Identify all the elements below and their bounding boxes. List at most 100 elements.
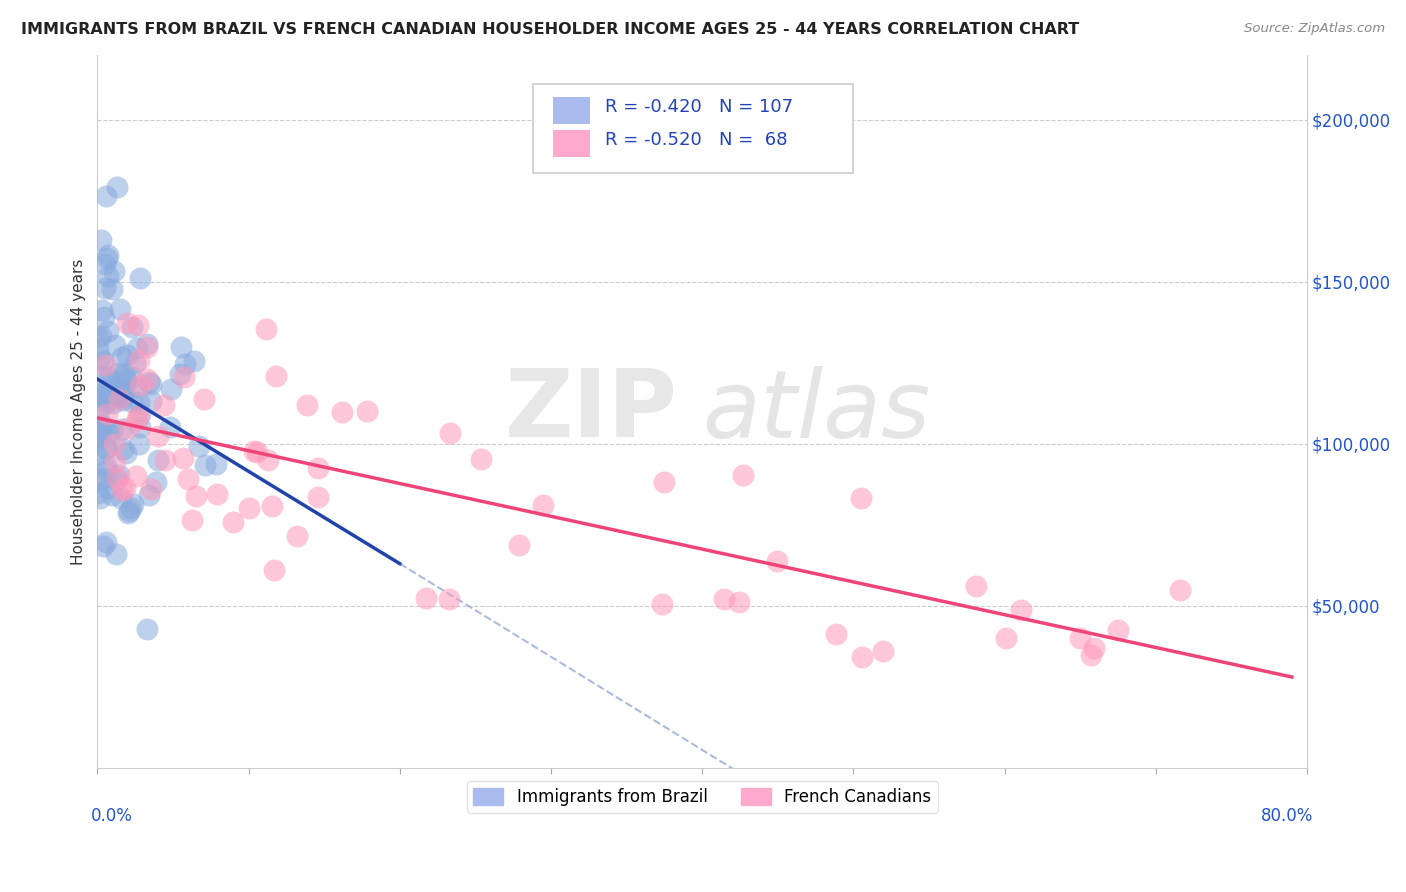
Point — [90, 421, 112, 435]
Point — [104, 472, 127, 486]
Point — [121, 394, 143, 409]
Point — [87, 402, 110, 417]
Point — [138, 488, 160, 502]
Point — [105, 387, 128, 401]
Point — [508, 538, 530, 552]
Point — [125, 469, 148, 483]
FancyBboxPatch shape — [554, 97, 589, 124]
Point — [122, 497, 145, 511]
Point — [330, 405, 353, 419]
FancyBboxPatch shape — [554, 130, 589, 157]
Text: 80.0%: 80.0% — [1261, 807, 1313, 825]
Point — [652, 475, 675, 489]
Point — [110, 491, 132, 505]
Point — [128, 353, 150, 368]
Point — [94, 442, 117, 456]
Point — [111, 422, 134, 436]
Point — [174, 357, 197, 371]
Point — [96, 458, 118, 472]
Point — [112, 383, 135, 397]
Point — [1168, 583, 1191, 598]
Point — [127, 318, 149, 332]
Point — [135, 340, 157, 354]
Point — [104, 382, 127, 396]
Point — [728, 594, 751, 608]
Point — [104, 338, 127, 352]
Point — [145, 475, 167, 489]
Point — [110, 392, 132, 407]
Point — [128, 407, 150, 421]
Point — [766, 554, 789, 568]
Point — [114, 481, 136, 495]
Point — [93, 387, 115, 401]
Point — [100, 390, 122, 404]
Point — [117, 420, 139, 434]
Point — [263, 563, 285, 577]
Point — [96, 481, 118, 495]
Text: R = -0.520   N =  68: R = -0.520 N = 68 — [606, 131, 787, 149]
Point — [159, 420, 181, 434]
Point — [285, 529, 308, 543]
Point — [170, 340, 193, 354]
Point — [90, 387, 112, 401]
Point — [238, 500, 260, 515]
Point — [87, 343, 110, 357]
Point — [108, 392, 131, 406]
Point — [101, 282, 124, 296]
Point — [531, 498, 554, 512]
Point — [90, 417, 112, 432]
Point — [307, 490, 329, 504]
Point — [101, 396, 124, 410]
Point — [825, 627, 848, 641]
Point — [124, 356, 146, 370]
Point — [87, 428, 110, 442]
Legend: Immigrants from Brazil, French Canadians: Immigrants from Brazil, French Canadians — [467, 781, 938, 813]
Point — [128, 437, 150, 451]
Point — [105, 471, 128, 485]
Point — [141, 393, 163, 408]
Point — [136, 336, 159, 351]
Point — [105, 547, 128, 561]
Point — [97, 324, 120, 338]
Point — [108, 302, 131, 317]
Text: IMMIGRANTS FROM BRAZIL VS FRENCH CANADIAN HOUSEHOLDER INCOME AGES 25 - 44 YEARS : IMMIGRANTS FROM BRAZIL VS FRENCH CANADIA… — [21, 22, 1080, 37]
Point — [139, 377, 162, 392]
Text: ZIP: ZIP — [505, 366, 678, 458]
Point — [96, 535, 118, 549]
Point — [172, 450, 194, 465]
Point — [90, 426, 112, 441]
Point — [153, 398, 176, 412]
Point — [91, 303, 114, 318]
Point — [1080, 648, 1102, 662]
Point — [415, 591, 437, 605]
Point — [97, 247, 120, 261]
Point — [222, 515, 245, 529]
Point — [90, 233, 112, 247]
Point — [104, 388, 127, 402]
Point — [437, 592, 460, 607]
Point — [87, 330, 110, 344]
Point — [104, 455, 127, 469]
Point — [470, 451, 492, 466]
Text: 0.0%: 0.0% — [91, 807, 134, 825]
Point — [994, 631, 1017, 645]
Text: atlas: atlas — [702, 366, 931, 457]
Point — [87, 434, 110, 448]
Point — [160, 382, 183, 396]
Point — [94, 189, 117, 203]
Point — [127, 413, 149, 427]
Point — [146, 429, 169, 443]
Point — [110, 390, 132, 404]
Point — [176, 472, 198, 486]
Point — [96, 463, 118, 477]
Point — [96, 407, 118, 421]
Point — [87, 486, 110, 500]
Point — [111, 389, 134, 403]
Point — [111, 371, 134, 385]
Point — [124, 379, 146, 393]
Point — [117, 506, 139, 520]
Point — [115, 445, 138, 459]
Point — [139, 482, 162, 496]
Point — [194, 458, 217, 473]
Point — [111, 442, 134, 456]
